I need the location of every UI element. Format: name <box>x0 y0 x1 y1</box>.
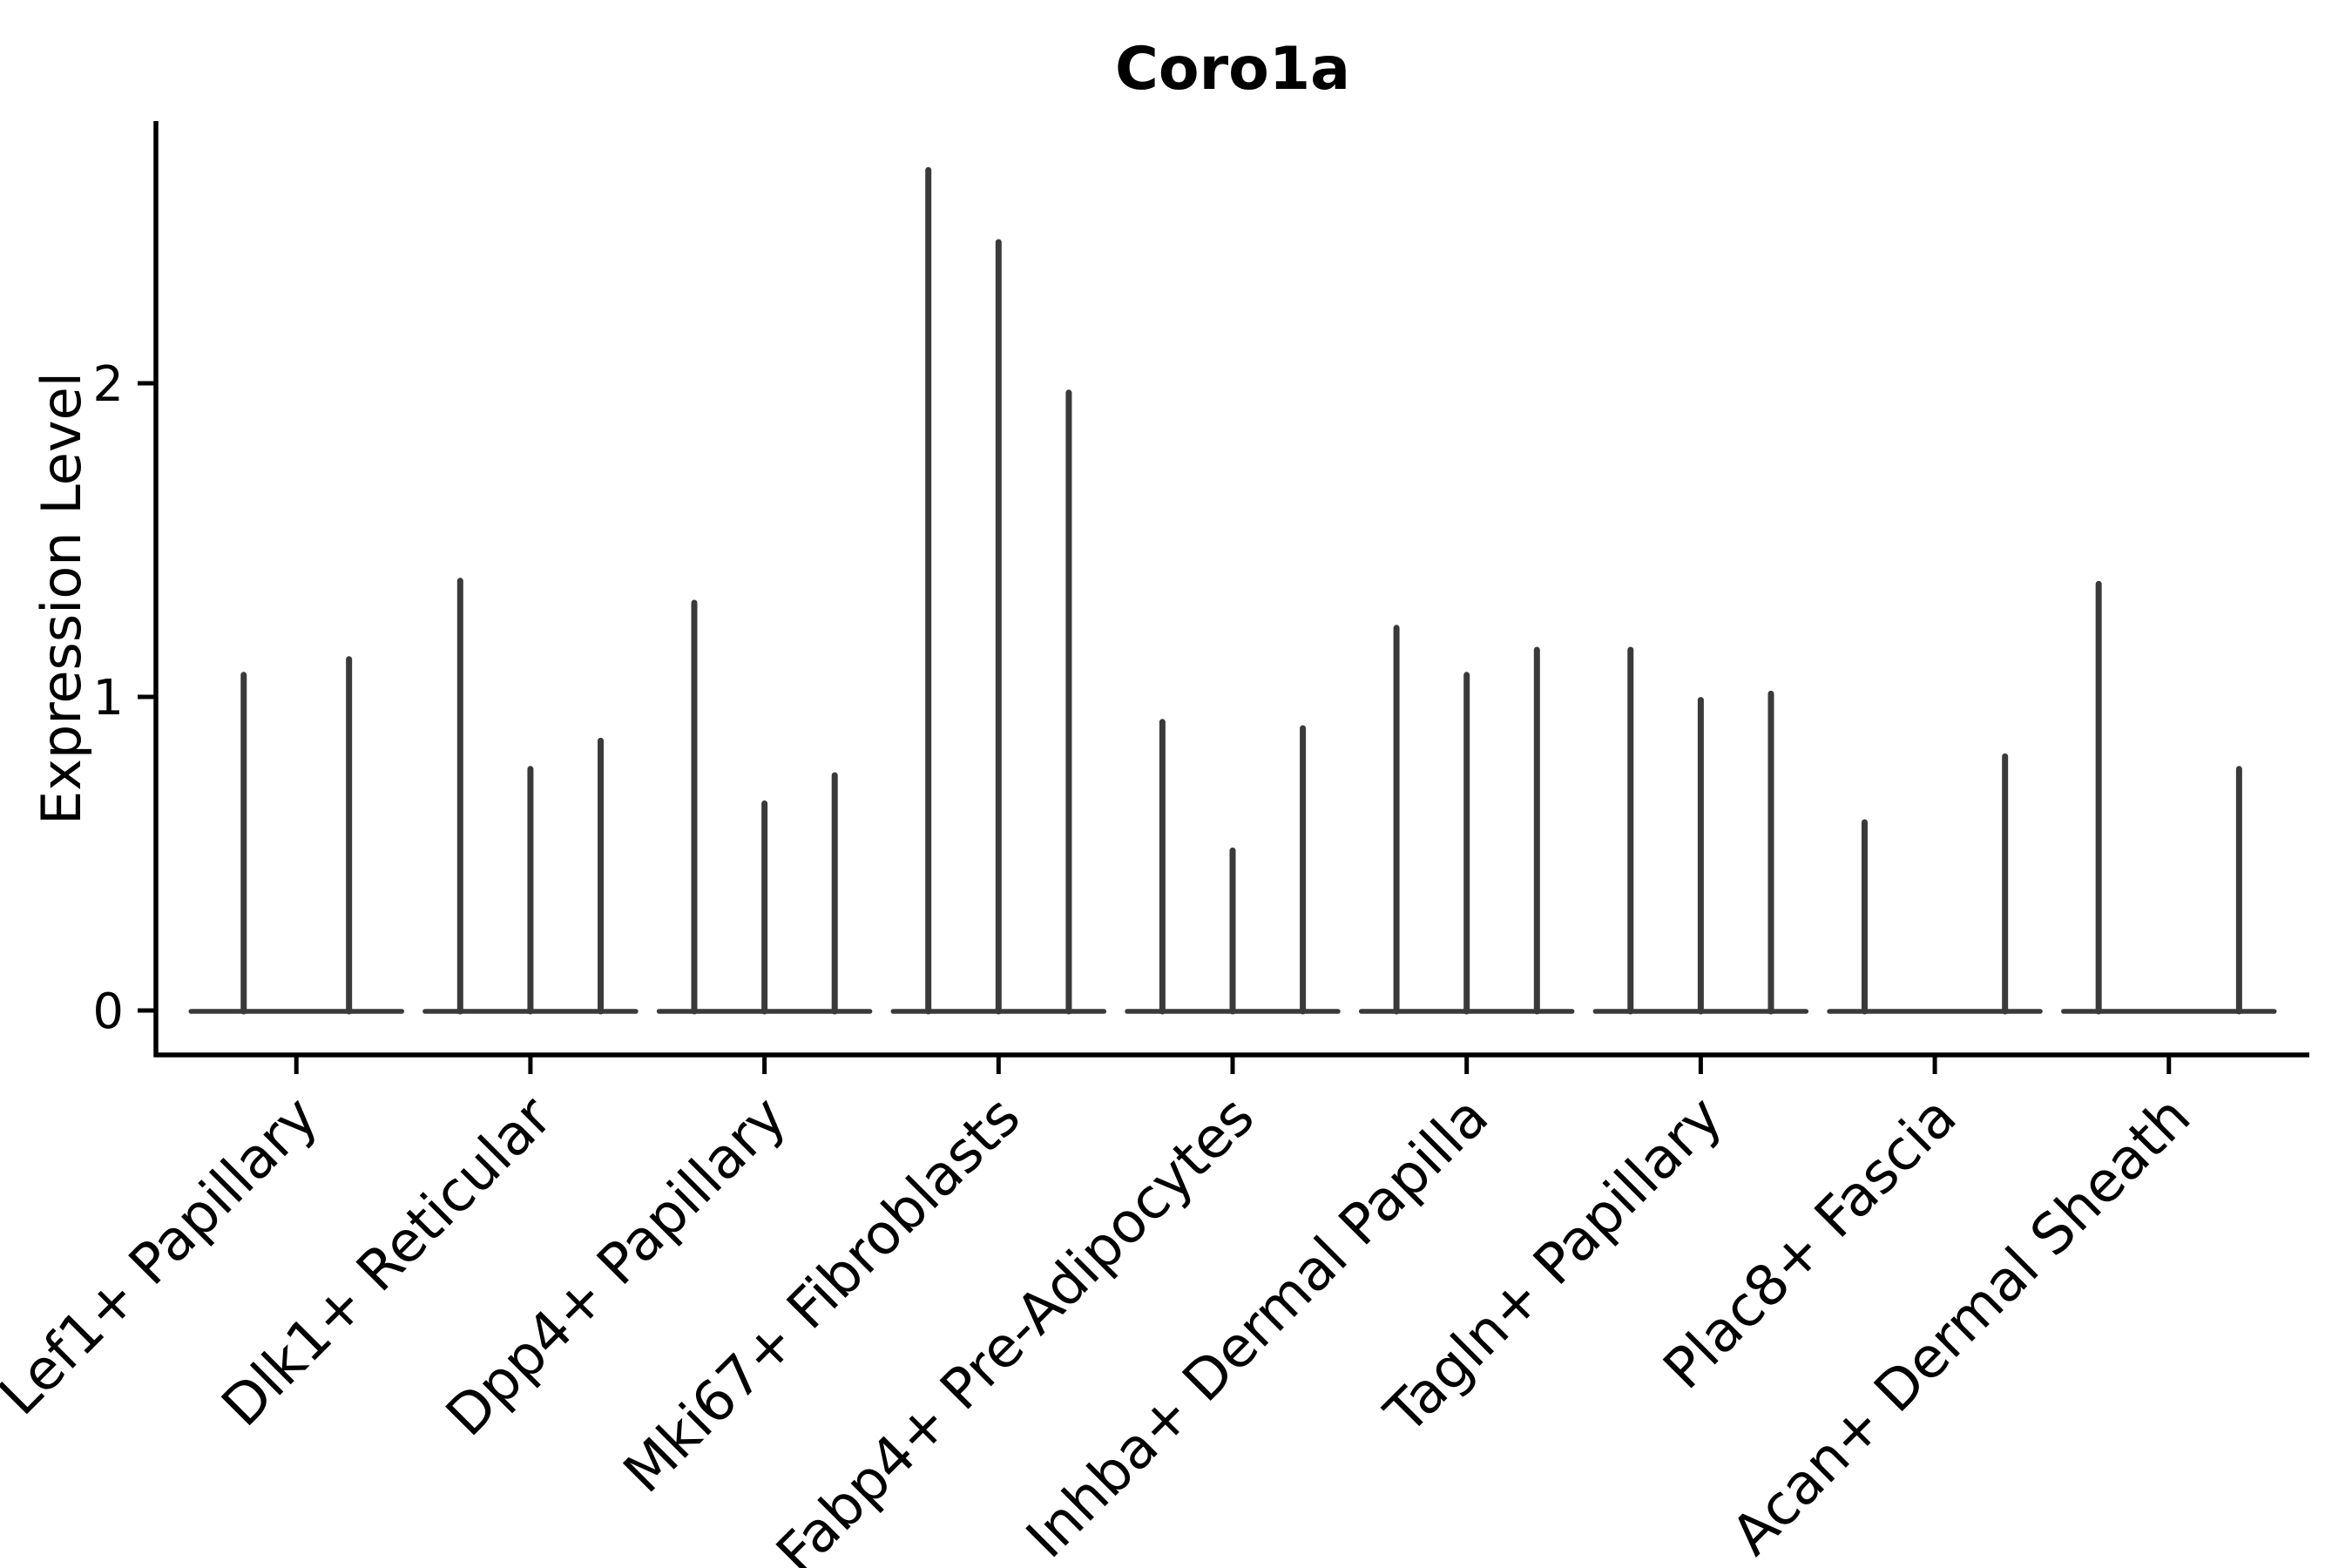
x-category-label: Inhba+ Dermal Papilla <box>1015 1085 1501 1568</box>
y-tick-label: 0 <box>92 983 124 1040</box>
x-category-label: Mki67+ Fibroblasts <box>612 1085 1032 1505</box>
y-axis-label: Expression Level <box>30 372 93 825</box>
x-category-label: Acan+ Dermal Sheath <box>1720 1085 2203 1568</box>
y-tick-label: 2 <box>92 356 124 413</box>
violins-layer <box>188 166 2277 1015</box>
x-category-label: Fabp4+ Pre-Adipocytes <box>765 1085 1267 1568</box>
chart-title: Coro1a <box>1115 35 1350 104</box>
y-axis-ticks: 0 1 2 <box>92 356 156 1040</box>
y-tick-label: 1 <box>92 670 124 727</box>
